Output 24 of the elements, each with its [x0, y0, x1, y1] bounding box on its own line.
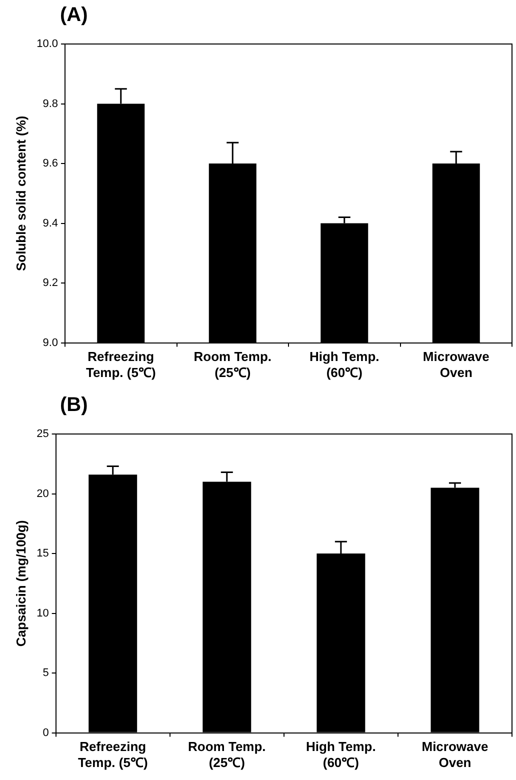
y-tick-label: 10.0 [36, 38, 58, 50]
y-tick-label: 0 [42, 726, 49, 739]
x-tick-label: High Temp. (60℃) [309, 349, 380, 380]
chart-title: (B) [60, 394, 88, 417]
y-tick-label: 9.0 [42, 336, 58, 349]
y-tick-label: 25 [36, 428, 49, 440]
y-tick-label: 20 [36, 488, 49, 500]
x-tick-label: Microwave Oven [422, 349, 490, 380]
x-tick-label: Refreezing Temp. (5℃) [78, 739, 148, 770]
y-tick-label: 15 [36, 548, 49, 560]
y-tick-label: 9.6 [42, 158, 58, 170]
x-tick-label: Room Temp. (25℃) [194, 349, 272, 380]
chart-title: (A) [60, 4, 88, 27]
y-axis-title: Capsaicin (mg/100g) [13, 520, 28, 647]
y-tick-label: 5 [42, 667, 49, 680]
x-tick-label: High Temp. (60℃) [306, 739, 376, 770]
y-tick-label: 9.4 [42, 217, 58, 230]
y-tick-label: 9.8 [42, 98, 58, 110]
x-tick-label: Room Temp. (25℃) [188, 739, 266, 770]
y-tick-label: 10 [36, 607, 49, 620]
x-tick-label: Microwave Oven [422, 739, 488, 770]
x-tick-label: Refreezing Temp. (5℃) [86, 349, 156, 380]
y-axis-title: Soluble solid content (%) [13, 116, 28, 272]
y-tick-label: 9.2 [42, 277, 58, 290]
